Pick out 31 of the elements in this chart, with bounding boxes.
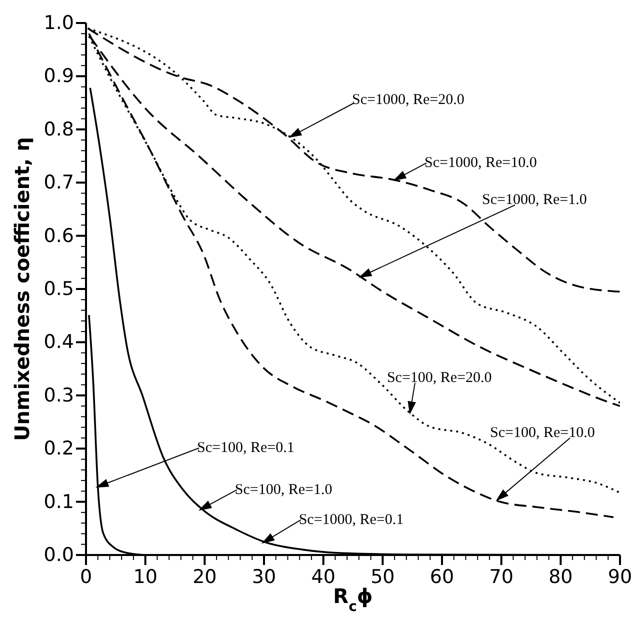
y-tick-label: 0.3 — [44, 384, 74, 406]
y-axis-title: Unmixedness coefficient, η — [10, 137, 34, 441]
x-tick-label: 60 — [430, 566, 454, 588]
x-tick-label: 0 — [80, 566, 92, 588]
annotation: Sc=100, Re=10.0 — [490, 425, 595, 441]
y-tick-label: 0.4 — [44, 331, 74, 354]
annotation: Sc=1000, Re=0.1 — [298, 512, 404, 528]
y-tick-label: 0.7 — [44, 172, 74, 194]
x-tick-label: 70 — [489, 566, 514, 588]
annotation: Sc=1000, Re=20.0 — [352, 92, 464, 108]
x-tick-label: 20 — [192, 566, 217, 588]
annotation: Sc=100, Re=20.0 — [386, 370, 492, 386]
y-tick-label: 0.5 — [44, 278, 74, 300]
annotation: Sc=100, Re=0.1 — [197, 440, 294, 456]
annotation: Sc=100, Re=1.0 — [234, 482, 332, 498]
y-tick-label: 1.0 — [44, 12, 74, 34]
annotation: Sc=1000, Re=10.0 — [424, 154, 537, 171]
x-tick-label: 30 — [252, 566, 276, 588]
annotation: Sc=1000, Re=1.0 — [482, 192, 587, 208]
x-tick-label: 90 — [608, 566, 631, 588]
y-tick-label: 0.8 — [44, 118, 74, 140]
y-tick-label: 0.1 — [44, 490, 74, 513]
y-tick-label: 0.2 — [44, 438, 74, 460]
x-axis-title: R$_{c}$ϕ — [333, 584, 373, 615]
x-tick-label: 40 — [311, 566, 336, 588]
x-tick-label: 50 — [370, 566, 395, 588]
y-tick-label: 0.0 — [44, 544, 74, 566]
y-tick-label: 0.6 — [44, 224, 74, 247]
x-tick-label: 80 — [548, 566, 573, 588]
y-tick-label: 0.9 — [44, 65, 74, 88]
x-tick-label: 10 — [133, 566, 158, 588]
